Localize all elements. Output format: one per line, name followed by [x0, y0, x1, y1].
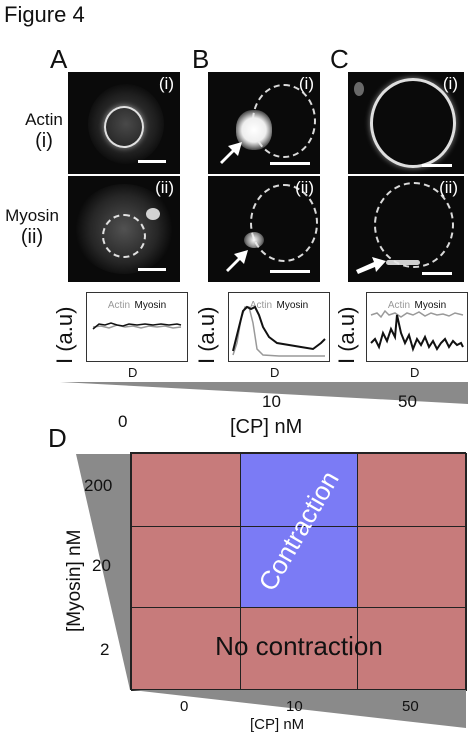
row-label-actin-name: Actin: [25, 110, 63, 129]
no-contraction-label: No contraction: [215, 631, 383, 661]
panel-letter-c: C: [330, 44, 349, 74]
image-tag: (i): [298, 74, 314, 93]
phase-x-tick-10: 10: [286, 698, 303, 715]
micrograph-a-actin: (i): [68, 72, 180, 174]
arrow-icon: [220, 142, 242, 164]
profile-ylabel-c: I (a.u): [334, 306, 359, 364]
row-label-actin-num: (i): [35, 130, 53, 152]
grid-cell: [357, 453, 467, 527]
cp-axis-label: [CP] nM: [230, 416, 303, 438]
micrograph-b-actin: (i): [208, 72, 320, 174]
profile-curves-b: [232, 305, 326, 357]
figure-title: Figure 4: [4, 2, 85, 27]
row-label-actin: Actin (i): [14, 110, 74, 153]
phase-x-tick-0: 0: [180, 698, 189, 715]
row-label-myosin-name: Myosin: [5, 206, 59, 225]
image-tag: (ii): [295, 178, 314, 197]
myosin-axis-label: [Myosin] nM: [64, 529, 85, 632]
legend-actin: Actin: [249, 300, 273, 311]
legend-actin: Actin: [107, 300, 131, 311]
phase-diagram-grid: Contraction No contraction: [130, 452, 467, 691]
grid-cell: [131, 453, 241, 527]
myosin-tick-200: 200: [84, 476, 113, 495]
scale-bar: [422, 164, 452, 167]
micrograph-a-myosin: (ii): [68, 176, 180, 282]
myosin-gradient-wedge: [76, 454, 130, 690]
scale-bar: [138, 268, 166, 271]
grid-cell-contraction: [240, 453, 358, 527]
legend-myosin: Myosin: [134, 300, 167, 311]
panel-letter-a: A: [50, 44, 68, 74]
profile-curves-c: [370, 309, 464, 353]
cp-gradient-wedge-bottom: [132, 690, 466, 728]
grid-cell: [131, 526, 241, 608]
profile-curves-a: [92, 322, 182, 330]
myosin-tick-20: 20: [92, 556, 111, 575]
image-tag: (ii): [439, 178, 458, 197]
cp-tick-0: 0: [118, 412, 128, 431]
scale-bar: [138, 160, 166, 163]
profile-xlabel-c: D: [410, 365, 420, 380]
legend-myosin: Myosin: [276, 300, 309, 311]
phase-x-tick-50: 50: [402, 698, 419, 715]
row-label-myosin-num: (ii): [20, 226, 44, 248]
panel-letter-d: D: [48, 423, 67, 453]
arrow-icon: [356, 257, 386, 274]
profile-ylabel-a: I (a.u): [52, 306, 77, 364]
cp-tick-10: 10: [262, 392, 281, 411]
scale-bar: [422, 272, 452, 275]
cp-gradient-wedge: [60, 382, 468, 404]
grid-cell: [357, 526, 467, 608]
legend-actin: Actin: [387, 300, 411, 311]
profile-plot-c: Actin Myosin: [366, 292, 468, 362]
legend-myosin: Myosin: [414, 300, 447, 311]
panel-letter-b: B: [192, 44, 210, 74]
cp-tick-50: 50: [398, 392, 417, 411]
profile-xlabel-a: D: [128, 365, 138, 380]
scale-bar: [270, 270, 310, 273]
profile-plot-a: Actin Myosin: [86, 292, 188, 362]
profile-ylabel-b: I (a.u): [194, 306, 219, 364]
myosin-tick-2: 2: [100, 640, 110, 659]
row-label-myosin: Myosin (ii): [0, 206, 64, 249]
profile-xlabel-b: D: [270, 365, 280, 380]
micrograph-b-myosin: (ii): [208, 176, 320, 282]
image-tag: (i): [442, 74, 458, 93]
micrograph-c-myosin: (ii): [348, 176, 464, 282]
image-tag: (ii): [155, 178, 174, 197]
image-tag: (i): [158, 74, 174, 93]
scale-bar: [270, 162, 310, 165]
profile-plot-b: Actin Myosin: [228, 292, 330, 362]
phase-x-axis-label: [CP] nM: [250, 716, 305, 733]
micrograph-c-actin: (i): [348, 72, 464, 174]
arrow-icon: [226, 250, 248, 272]
